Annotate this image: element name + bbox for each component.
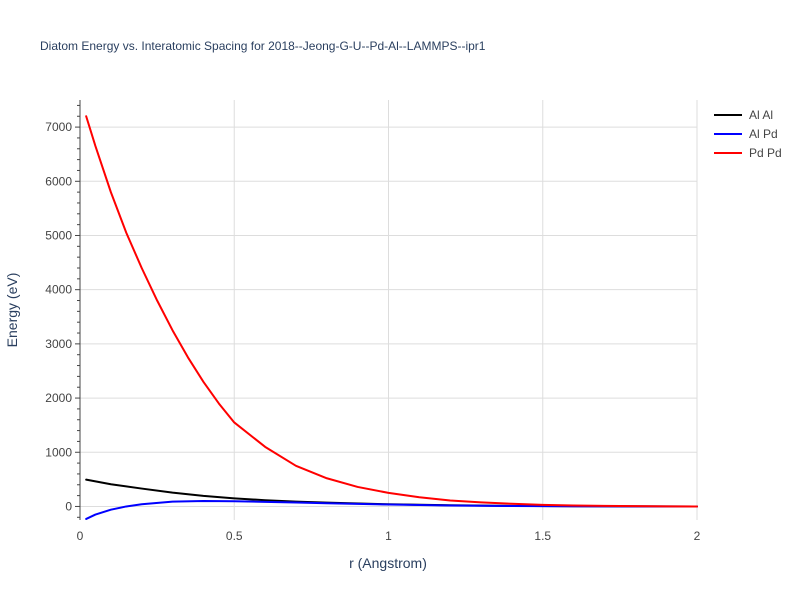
legend-label: Pd Pd: [749, 146, 782, 160]
legend: Al Al Al Pd Pd Pd: [714, 108, 782, 160]
x-axis-label: r (Angstrom): [349, 555, 427, 571]
series-line-al-pd: [85, 500, 698, 520]
x-tick-label: 1.5: [534, 529, 551, 543]
chart-title: Diatom Energy vs. Interatomic Spacing fo…: [40, 39, 486, 53]
y-tick-label: 6000: [45, 174, 72, 188]
y-tick-label: 4000: [45, 283, 72, 297]
x-tick-labels: 0 0.5 1 1.5 2: [77, 529, 701, 543]
x-tick-label: 0.5: [226, 529, 243, 543]
y-tick-label: 7000: [45, 120, 72, 134]
y-tick-label: 3000: [45, 337, 72, 351]
y-tick-label: 0: [65, 499, 72, 513]
y-tick-label: 5000: [45, 228, 72, 242]
series-lines: [85, 115, 698, 520]
y-tick-label: 1000: [45, 445, 72, 459]
x-tick-label: 0: [77, 529, 84, 543]
x-tick-label: 1: [385, 529, 392, 543]
y-axis-label: Energy (eV): [4, 273, 20, 348]
x-tick-label: 2: [694, 529, 701, 543]
axes: [75, 100, 81, 520]
legend-label: Al Pd: [749, 127, 778, 141]
y-tick-label: 2000: [45, 391, 72, 405]
y-tick-labels: 0 1000 2000 3000 4000 5000 6000 7000: [45, 120, 72, 513]
series-line-pd-pd: [85, 115, 698, 508]
grid: [79, 100, 698, 520]
legend-label: Al Al: [749, 108, 773, 122]
